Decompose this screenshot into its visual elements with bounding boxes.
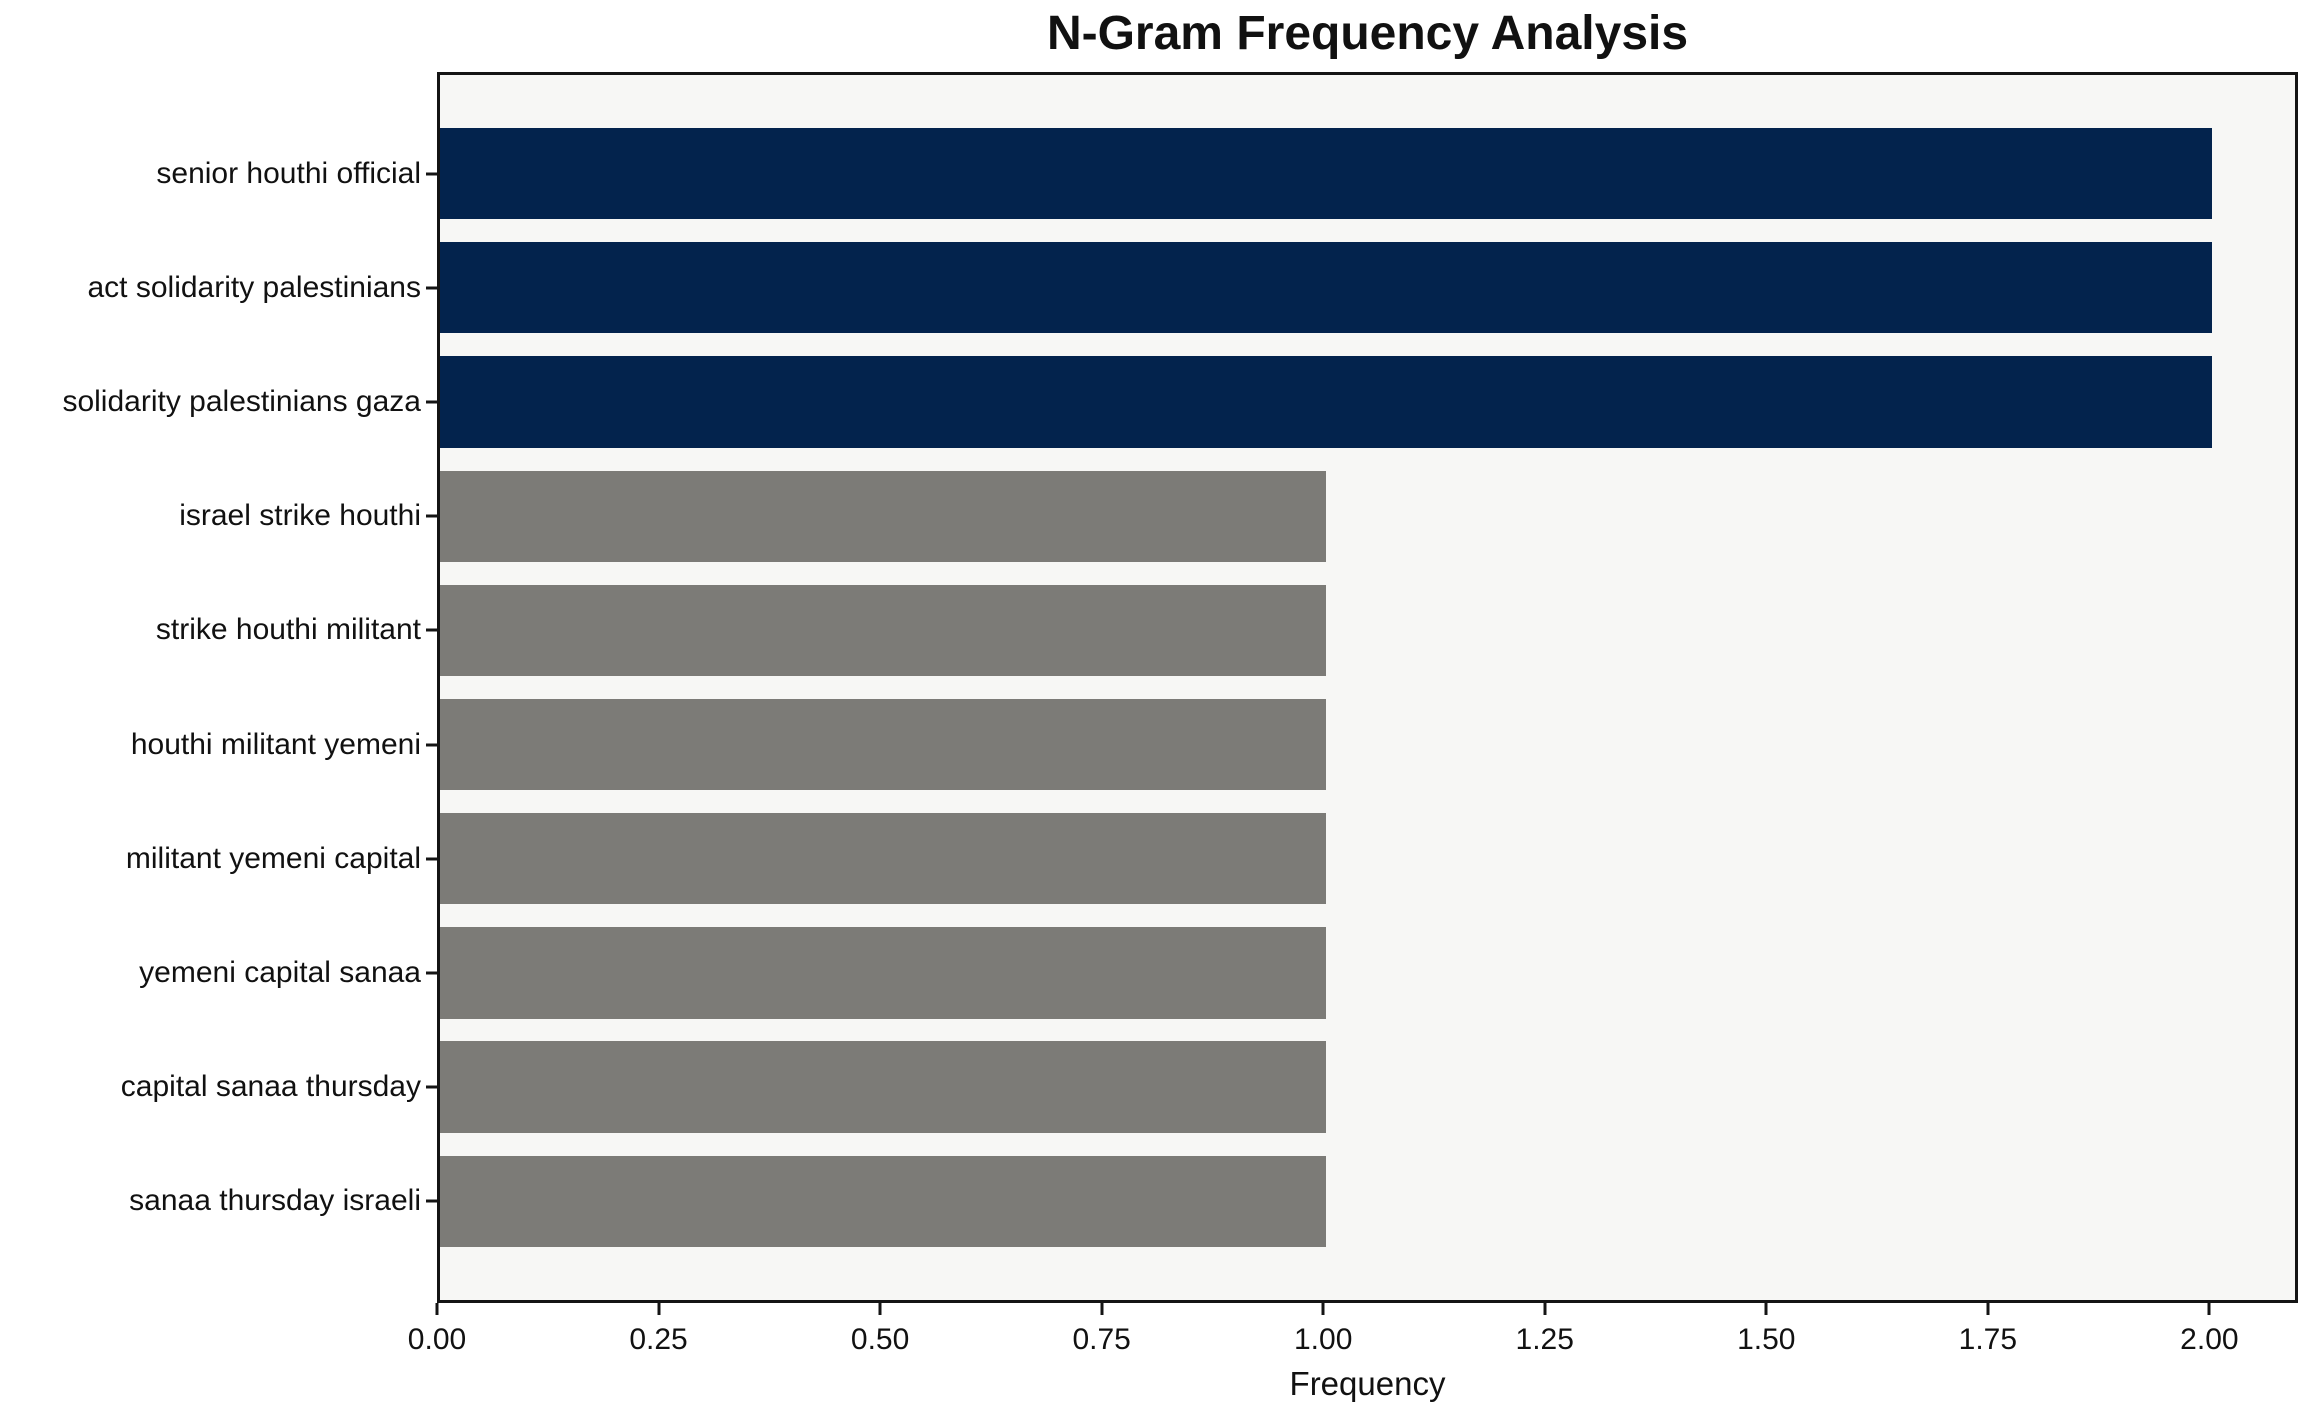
y-tick-label: act solidarity palestinians [87, 270, 421, 304]
bar [440, 242, 2213, 334]
x-tick-mark [1100, 1303, 1104, 1315]
chart-title: N-Gram Frequency Analysis [1046, 7, 1689, 60]
y-tick-mark [426, 743, 437, 747]
x-tick-label: 0.50 [850, 1323, 910, 1356]
x-tick-mark [2207, 1303, 2211, 1315]
bar [440, 927, 1327, 1019]
x-tick-mark [1321, 1303, 1325, 1315]
x-tick-mark [1543, 1303, 1547, 1315]
y-tick-label: solidarity palestinians gaza [62, 385, 421, 419]
y-tick-mark [426, 1085, 437, 1089]
y-tick-label: senior houthi official [156, 156, 421, 190]
x-axis-title: Frequency [1289, 1365, 1446, 1402]
y-tick-label: yemeni capital sanaa [139, 955, 421, 989]
y-tick-mark [426, 514, 437, 518]
x-tick-label: 2.00 [2180, 1323, 2239, 1356]
x-tick-mark [435, 1303, 439, 1315]
y-tick-label: militant yemeni capital [125, 841, 421, 875]
y-tick-mark [426, 628, 437, 632]
x-tick-label: 1.25 [1515, 1323, 1574, 1356]
y-tick-mark [426, 1199, 437, 1203]
bar [440, 698, 1327, 791]
y-tick-label: sanaa thursday israeli [129, 1184, 421, 1218]
x-tick-mark [878, 1303, 882, 1315]
y-tick-label: israel strike houthi [179, 499, 421, 533]
bar [440, 470, 1327, 562]
x-tick-mark [657, 1303, 661, 1315]
x-tick-mark [1764, 1303, 1768, 1315]
x-tick-mark [1986, 1303, 1990, 1315]
x-tick-label: 0.00 [407, 1323, 467, 1356]
x-tick-label: 1.50 [1737, 1323, 1796, 1356]
y-tick-mark [426, 172, 437, 176]
y-tick-mark [426, 971, 437, 975]
x-tick-label: 0.25 [629, 1323, 688, 1356]
x-tick-label: 1.75 [1958, 1323, 2018, 1356]
bar [440, 1155, 1327, 1248]
y-tick-label: strike houthi militant [155, 613, 421, 647]
x-tick-label: 1.00 [1293, 1323, 1353, 1356]
y-tick-mark [426, 286, 437, 290]
bar [440, 1041, 1327, 1133]
bar [440, 127, 2213, 220]
y-tick-label: capital sanaa thursday [120, 1070, 421, 1104]
y-tick-mark [426, 857, 437, 861]
bar [440, 584, 1327, 677]
y-tick-mark [426, 400, 437, 404]
y-tick-label: houthi militant yemeni [130, 727, 421, 761]
bar [440, 813, 1327, 905]
x-tick-label: 0.75 [1072, 1323, 1131, 1356]
bar [440, 356, 2213, 448]
